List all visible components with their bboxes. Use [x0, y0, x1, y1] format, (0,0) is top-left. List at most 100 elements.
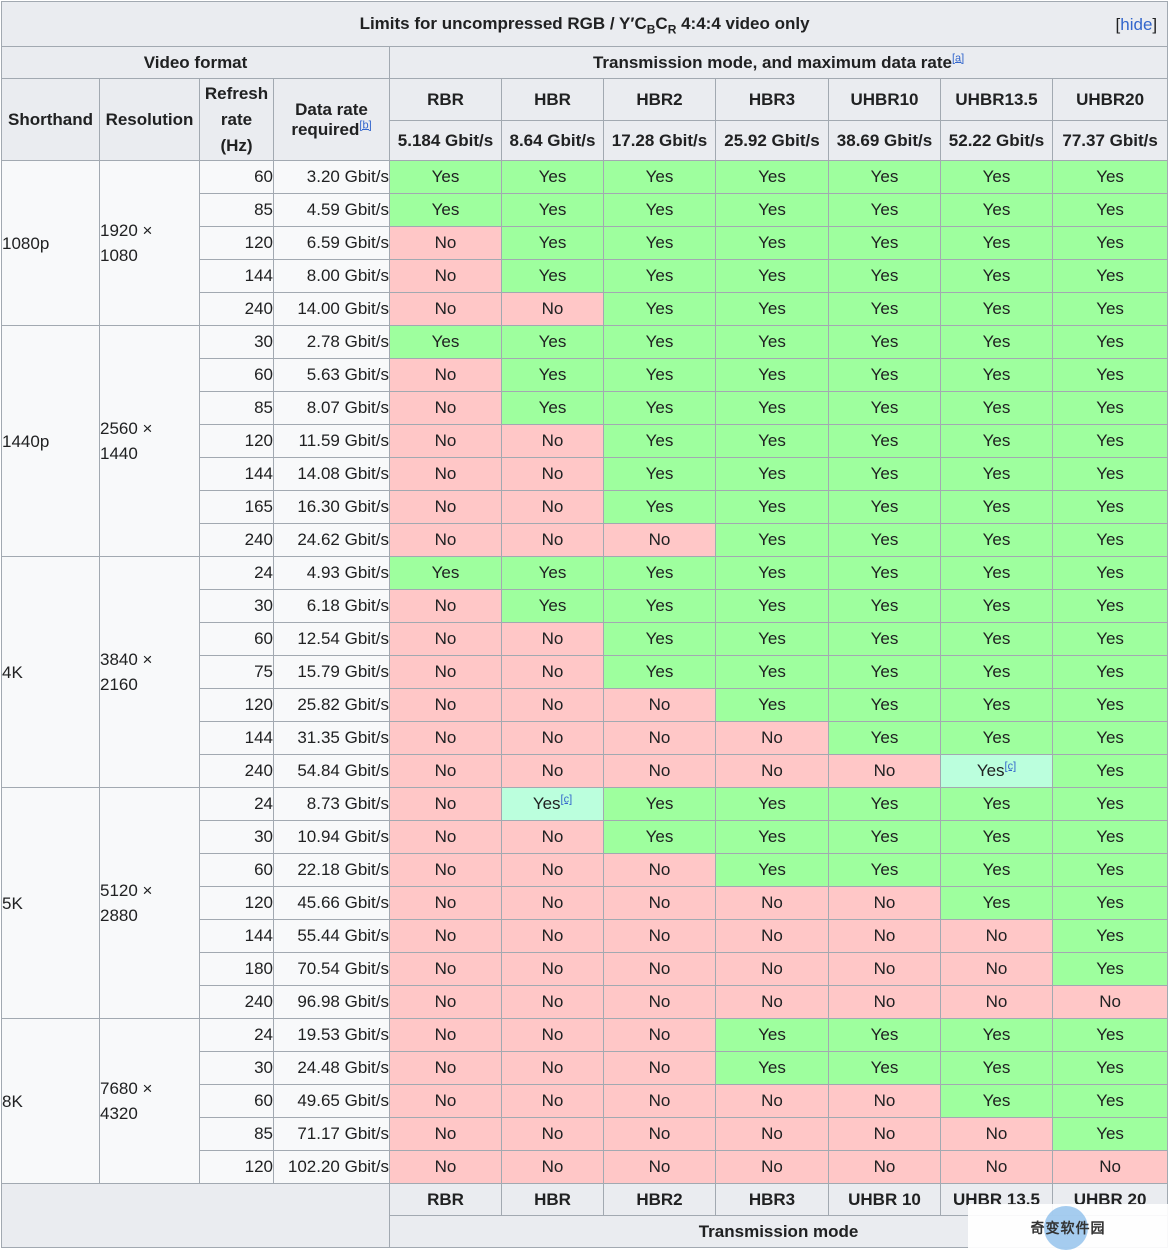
support-cell-yes: Yes [940, 325, 1053, 359]
shorthand-cell: 5K [1, 787, 100, 1019]
support-cell-no: No [501, 292, 604, 326]
table-row: 5K 5120 × 2880 24 8.73 Gbit/s No Yes[c] Yes Yes Y… [1, 787, 1168, 1019]
support-cell-no: No [389, 1051, 502, 1085]
support-cell-yes: Yes [828, 193, 941, 227]
footer-mode-header: HBR [501, 1183, 604, 1216]
data-rate-cell: 24.48 Gbit/s [273, 1051, 390, 1085]
support-cell-no: No [389, 424, 502, 458]
support-cell-yes: Yes [1051, 325, 1168, 359]
shorthand-cell: 1440p [1, 325, 100, 557]
support-cell-yes: Yes [940, 226, 1053, 260]
support-cell-yes: Yes [603, 820, 716, 854]
refresh-rate-cell: 24 [199, 787, 274, 821]
support-cell-yes: Yes [828, 787, 941, 821]
data-rate-cell: 8.73 Gbit/s [273, 787, 390, 821]
mode-rate-header: 5.184 Gbit/s [389, 120, 502, 161]
support-cell-yes: Yes [828, 820, 941, 854]
support-value: Yes [976, 761, 1005, 780]
support-cell-no: No [501, 1051, 604, 1085]
data-rate-header: Data rate required[b] [273, 78, 390, 161]
support-cell-yes: Yes [828, 1018, 941, 1052]
data-rate-cell: 19.53 Gbit/s [273, 1018, 390, 1052]
refresh-rate-cell: 30 [199, 820, 274, 854]
refresh-rate-cell: 165 [199, 490, 274, 524]
support-cell-yes: Yes [1051, 853, 1168, 887]
data-rate-cell: 4.59 Gbit/s [273, 193, 390, 227]
support-cell-no: No [828, 919, 941, 953]
support-cell-yes: Yes [1051, 919, 1168, 953]
refresh-rate-cell: 240 [199, 292, 274, 326]
data-rate-cell: 70.54 Gbit/s [273, 952, 390, 986]
support-cell-partial: Yes[c] [940, 754, 1053, 788]
footer-mode-header: UHBR 10 [828, 1183, 941, 1216]
footnote-c-link[interactable]: [c] [1004, 760, 1017, 773]
table-row: 120 11.59 Gbit/s No No Yes Yes Yes Yes Yes [2, 424, 1168, 458]
support-cell-no: No [389, 985, 502, 1019]
footnote-c-link[interactable]: [c] [560, 793, 573, 806]
support-cell-yes: Yes [389, 325, 502, 359]
support-cell-yes: Yes [1051, 655, 1168, 689]
refresh-rate-cell: 60 [199, 160, 274, 194]
hide-toggle[interactable]: [hide] [1115, 15, 1158, 34]
support-cell-yes: Yes [715, 853, 829, 887]
mode-rate-header: 17.28 Gbit/s [603, 120, 716, 161]
support-cell-no: No [603, 754, 716, 788]
support-cell-yes: Yes [828, 556, 941, 590]
support-cell-no: No [828, 1084, 941, 1118]
refresh-rate-header: Refresh rate (Hz) [199, 78, 274, 161]
support-cell-no: No [715, 919, 829, 953]
support-cell-no: No [389, 688, 502, 722]
support-cell-yes: Yes [828, 1051, 941, 1085]
support-cell-yes: Yes [940, 160, 1053, 194]
support-cell-yes: Yes [715, 424, 829, 458]
table-row: 120 6.59 Gbit/s No Yes Yes Yes Yes Yes Yes [2, 226, 1168, 260]
support-cell-no: No [501, 952, 604, 986]
footnote-a-link[interactable]: [a] [951, 51, 965, 64]
support-cell-no: No [501, 490, 604, 524]
data-rate-cell: 24.62 Gbit/s [273, 523, 390, 557]
support-cell-yes: Yes [940, 721, 1053, 755]
data-rate-cell: 6.18 Gbit/s [273, 589, 390, 623]
support-cell-no: No [501, 688, 604, 722]
support-cell-yes: Yes [715, 325, 829, 359]
support-cell-no: No [715, 886, 829, 920]
support-cell-yes: Yes [940, 655, 1053, 689]
support-cell-no: No [603, 1051, 716, 1085]
data-rate-cell: 16.30 Gbit/s [273, 490, 390, 524]
support-cell-yes: Yes [501, 325, 604, 359]
refresh-rate-cell: 75 [199, 655, 274, 689]
support-cell-yes: Yes [828, 655, 941, 689]
support-cell-yes: Yes [603, 787, 716, 821]
support-cell-yes: Yes [603, 292, 716, 326]
table-row: 1080p 1920 × 1080 60 3.20 Gbit/s Yes Yes Yes Yes… [1, 160, 1168, 326]
refresh-rate-cell: 24 [199, 1018, 274, 1052]
refresh-rate-cell: 30 [199, 589, 274, 623]
support-cell-no: No [828, 985, 941, 1019]
support-cell-yes: Yes [828, 160, 941, 194]
support-cell-no: No [501, 754, 604, 788]
support-cell-no: No [501, 721, 604, 755]
refresh-rate-cell: 120 [199, 886, 274, 920]
resolution-width: 1920 × [100, 221, 153, 240]
support-cell-yes: Yes [1051, 1117, 1168, 1151]
table-row: 240 96.98 Gbit/s No No No No No No No [2, 985, 1168, 1019]
support-cell-yes: Yes [828, 490, 941, 524]
support-cell-yes: Yes [1051, 1018, 1168, 1052]
support-cell-yes: Yes [715, 292, 829, 326]
support-cell-yes: Yes [940, 886, 1053, 920]
support-cell-no: No [389, 754, 502, 788]
shorthand-cell: 4K [1, 556, 100, 788]
data-rate-cell: 4.93 Gbit/s [273, 556, 390, 590]
support-cell-no: No [389, 589, 502, 623]
footnote-b-link[interactable]: [b] [359, 118, 372, 131]
mode-rate-header: 8.64 Gbit/s [501, 120, 604, 161]
support-cell-yes: Yes [603, 556, 716, 590]
hide-link[interactable]: hide [1120, 15, 1153, 34]
support-cell-yes: Yes [1051, 259, 1168, 293]
resolution-header: Resolution [99, 78, 200, 161]
support-cell-no: No [389, 226, 502, 260]
support-cell-no: No [940, 919, 1053, 953]
support-cell-yes: Yes [940, 853, 1053, 887]
resolution-height: 1440 [100, 444, 138, 463]
support-cell-yes: Yes [715, 391, 829, 425]
